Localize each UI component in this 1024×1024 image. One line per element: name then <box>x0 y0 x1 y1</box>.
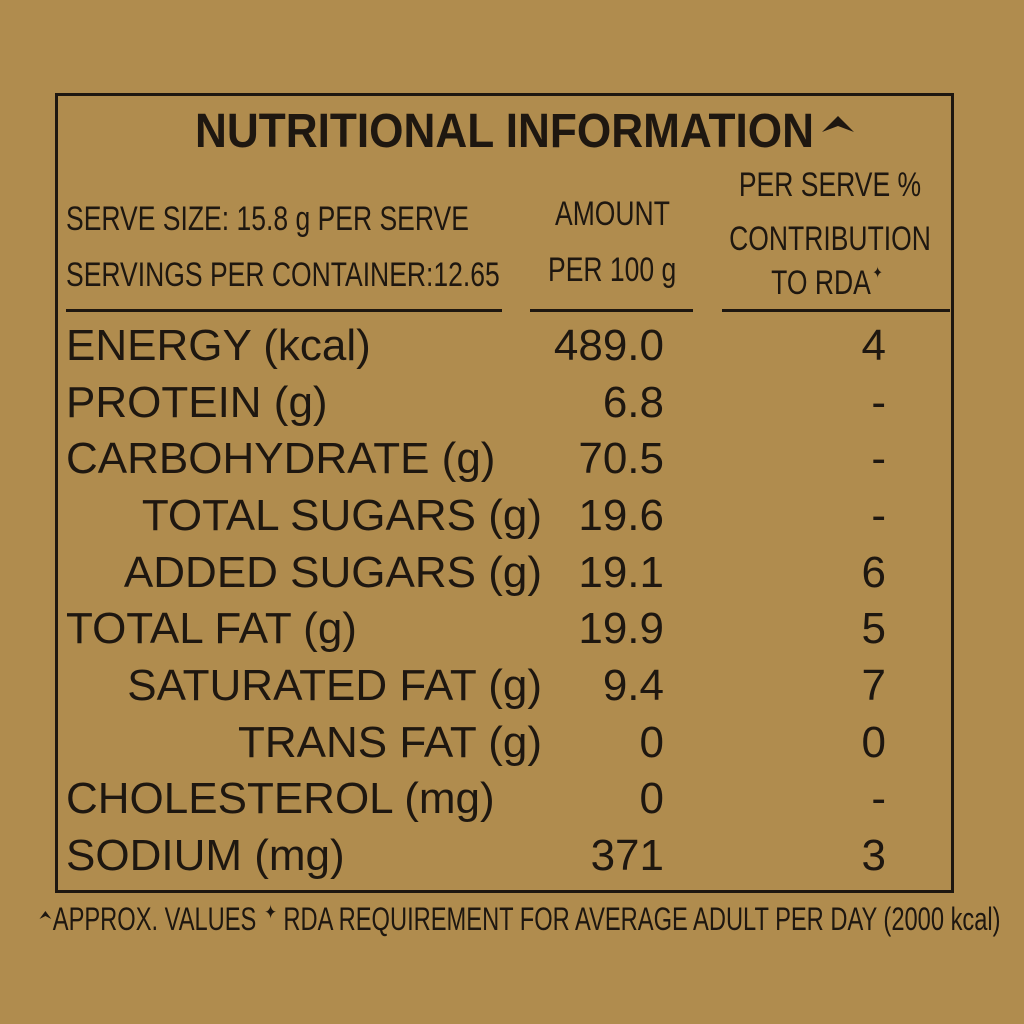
amount-per-100g: 70.5 <box>578 434 664 483</box>
servings-per-container-label: SERVINGS PER CONTAINER:12.65 <box>66 256 500 294</box>
rda-percent: 5 <box>861 604 886 653</box>
amount-per-100g: 19.6 <box>578 491 664 540</box>
nutrient-name: ADDED SUGARS (g) <box>123 548 542 597</box>
nutrient-name: TOTAL FAT (g) <box>66 604 357 653</box>
nutrient-name: CHOLESTEROL (mg) <box>66 774 495 823</box>
nutrient-name: CARBOHYDRATE (g) <box>66 434 496 483</box>
rda-header-line1: PER SERVE % <box>738 166 922 204</box>
rda-star-icon: ✦ <box>264 902 277 924</box>
rda-star-icon: ✦ <box>872 265 883 282</box>
amount-per-100g: 9.4 <box>602 661 664 710</box>
amount-header-line1: AMOUNT <box>555 195 670 233</box>
nutrition-panel <box>55 93 954 893</box>
amount-per-100g: 371 <box>590 831 664 880</box>
rda-header-line3-text: TO RDA <box>771 264 871 302</box>
nutrient-name: SATURATED FAT (g) <box>127 661 542 710</box>
amount-per-100g: 0 <box>639 774 664 823</box>
table-row: CARBOHYDRATE (g) 70.5 - <box>0 431 1024 487</box>
amount-per-100g: 489.0 <box>553 321 664 370</box>
header-divider-nutrient <box>66 309 502 312</box>
amount-per-100g: 6.8 <box>602 378 664 427</box>
rda-percent: - <box>871 378 886 427</box>
table-row: ENERGY (kcal) 489.0 4 <box>0 318 1024 374</box>
footnote: APPROX. VALUES ✦ RDA REQUIREMENT FOR AVE… <box>38 903 1001 935</box>
rda-percent: 6 <box>861 548 886 597</box>
nutrient-name: TRANS FAT (g) <box>238 718 542 767</box>
rda-percent: 3 <box>861 831 886 880</box>
nutrient-name: TOTAL SUGARS (g) <box>141 491 542 540</box>
nutrient-name: PROTEIN (g) <box>66 378 328 427</box>
header-divider-amount <box>530 309 693 312</box>
amount-per-100g: 19.9 <box>578 604 664 653</box>
serve-size-label: SERVE SIZE: 15.8 g PER SERVE <box>66 200 469 238</box>
nutrient-name: ENERGY (kcal) <box>66 321 371 370</box>
nutrition-title: NUTRITIONAL INFORMATION <box>195 105 815 158</box>
table-row: ADDED SUGARS (g) 19.1 6 <box>0 545 1024 601</box>
table-row: TOTAL SUGARS (g) 19.6 - <box>0 488 1024 544</box>
rda-percent: 7 <box>861 661 886 710</box>
header-divider-rda <box>722 309 950 312</box>
amount-header-line2: PER 100 g <box>548 251 677 289</box>
rda-percent: 4 <box>861 321 886 370</box>
approx-marker-icon <box>39 911 52 919</box>
amount-per-100g: 0 <box>639 718 664 767</box>
table-row: TRANS FAT (g) 0 0 <box>0 715 1024 771</box>
nutrient-name: SODIUM (mg) <box>66 831 345 880</box>
table-row: PROTEIN (g) 6.8 - <box>0 375 1024 431</box>
rda-header-line3: TO RDA✦ <box>726 264 929 302</box>
approx-marker-icon <box>822 116 854 132</box>
table-row: SODIUM (mg) 371 3 <box>0 828 1024 884</box>
rda-header-line2: CONTRIBUTION <box>729 220 931 258</box>
table-row: SATURATED FAT (g) 9.4 7 <box>0 658 1024 714</box>
table-row: TOTAL FAT (g) 19.9 5 <box>0 601 1024 657</box>
footnote-approx-values: APPROX. VALUES <box>52 901 257 937</box>
footnote-rda-requirement: RDA REQUIREMENT FOR AVERAGE ADULT PER DA… <box>283 901 1001 937</box>
rda-percent: - <box>871 434 886 483</box>
table-row: CHOLESTEROL (mg) 0 - <box>0 771 1024 827</box>
amount-per-100g: 19.1 <box>578 548 664 597</box>
rda-percent: - <box>871 491 886 540</box>
rda-percent: - <box>871 774 886 823</box>
rda-percent: 0 <box>861 718 886 767</box>
